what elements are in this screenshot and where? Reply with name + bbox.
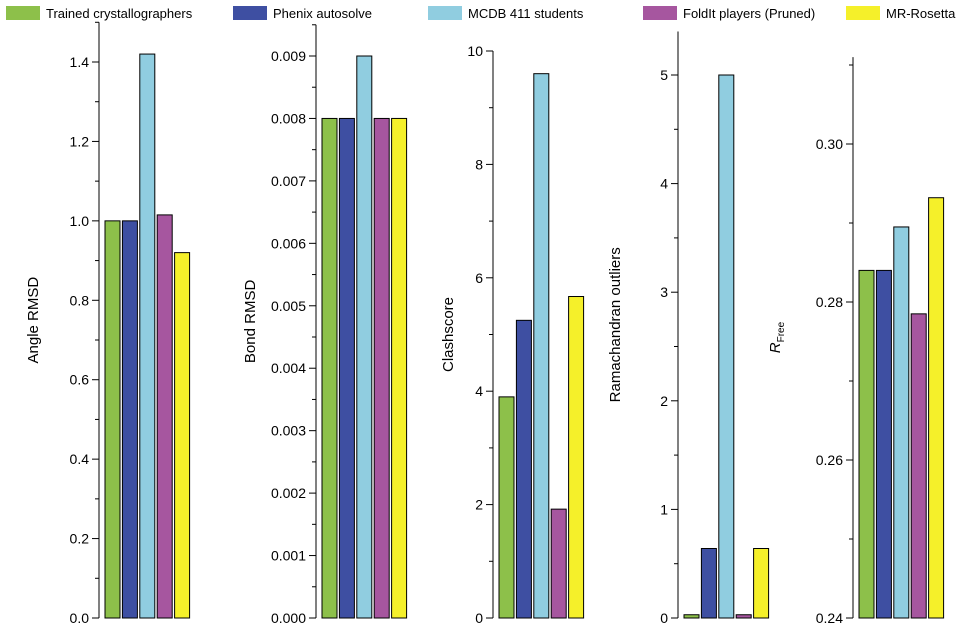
legend-item: MR-Rosetta	[846, 4, 955, 22]
y-tick-label: 0.001	[271, 548, 306, 564]
y-tick-label: 5	[660, 67, 668, 83]
bar	[550, 508, 567, 619]
y-tick-label: 0.009	[271, 48, 306, 64]
y-tick-label: 0.6	[70, 372, 90, 388]
legend-item: Trained crystallographers	[6, 4, 192, 22]
legend: Trained crystallographers Phenix autosolv…	[0, 0, 976, 26]
y-tick-label: 0.30	[816, 136, 843, 152]
bar	[875, 269, 892, 619]
y-tick-label: 2	[475, 497, 483, 513]
bar	[700, 547, 717, 619]
bar	[338, 117, 355, 619]
y-tick-label: 0.002	[271, 485, 306, 501]
y-tick-label: 0.007	[271, 173, 306, 189]
y-tick-label: 1	[660, 501, 668, 517]
y-tick-label: 1.4	[70, 54, 90, 70]
y-tick-label: 0.008	[271, 110, 306, 126]
y-tick-label: 6	[475, 270, 483, 286]
bar	[568, 296, 585, 619]
bar	[356, 55, 373, 619]
bar	[893, 226, 910, 619]
bar	[515, 319, 532, 619]
legend-swatch	[428, 6, 462, 20]
y-tick-label: 0.006	[271, 235, 306, 251]
y-tick-label: 0.4	[70, 451, 90, 467]
legend-swatch	[233, 6, 267, 20]
legend-label: Trained crystallographers	[46, 5, 193, 21]
bar	[373, 117, 390, 619]
y-tick-label: 10	[467, 43, 483, 59]
bar	[104, 220, 121, 619]
bar	[858, 269, 875, 619]
bar	[533, 73, 550, 619]
y-axis-label: RFree	[767, 321, 787, 353]
y-tick-label: 0.24	[816, 610, 843, 625]
bar	[718, 74, 735, 619]
bar	[753, 547, 770, 619]
legend-label: MR-Rosetta	[886, 5, 956, 21]
y-tick-label: 0.003	[271, 423, 306, 439]
legend-item: MCDB 411 students	[428, 4, 583, 22]
bar	[498, 396, 515, 619]
y-tick-label: 0.005	[271, 298, 306, 314]
bar	[321, 117, 338, 619]
y-tick-label: 0.0	[70, 610, 90, 625]
y-tick-label: 0	[475, 610, 483, 625]
bar	[735, 614, 752, 619]
y-tick-label: 8	[475, 156, 483, 172]
y-axis-label: Ramachandran outliers	[607, 247, 624, 402]
y-tick-label: 0.2	[70, 531, 90, 547]
y-tick-label: 0.26	[816, 452, 843, 468]
legend-label: FoldIt players (Pruned)	[683, 5, 816, 21]
bar	[391, 117, 408, 619]
y-axis-label-subscript: Free	[776, 321, 787, 342]
bar	[174, 252, 191, 619]
y-tick-label: 4	[475, 383, 483, 399]
y-tick-label: 0.000	[271, 610, 306, 625]
bar	[139, 53, 156, 619]
y-axis-label: Bond RMSD	[242, 280, 259, 364]
y-tick-label: 1.0	[70, 213, 90, 229]
bar	[910, 313, 927, 619]
y-tick-label: 0	[660, 610, 668, 625]
legend-swatch	[846, 6, 880, 20]
y-tick-label: 4	[660, 176, 668, 192]
y-tick-label: 3	[660, 284, 668, 300]
y-axis-label: Angle RMSD	[25, 277, 42, 364]
y-tick-label: 0.004	[271, 360, 306, 376]
legend-swatch	[6, 6, 40, 20]
y-tick-label: 0.8	[70, 292, 90, 308]
legend-item: Phenix autosolve	[233, 4, 372, 22]
legend-item: FoldIt players (Pruned)	[643, 4, 815, 22]
bar	[156, 214, 173, 619]
y-tick-label: 0.28	[816, 294, 843, 310]
legend-label: MCDB 411 students	[468, 5, 584, 21]
bar	[683, 614, 700, 619]
y-tick-label: 2	[660, 393, 668, 409]
bar	[928, 197, 945, 619]
y-axis-label: Clashscore	[440, 297, 457, 372]
legend-swatch	[643, 6, 677, 20]
y-tick-label: 1.2	[70, 133, 90, 149]
legend-label: Phenix autosolve	[273, 5, 373, 21]
bar	[121, 220, 138, 619]
